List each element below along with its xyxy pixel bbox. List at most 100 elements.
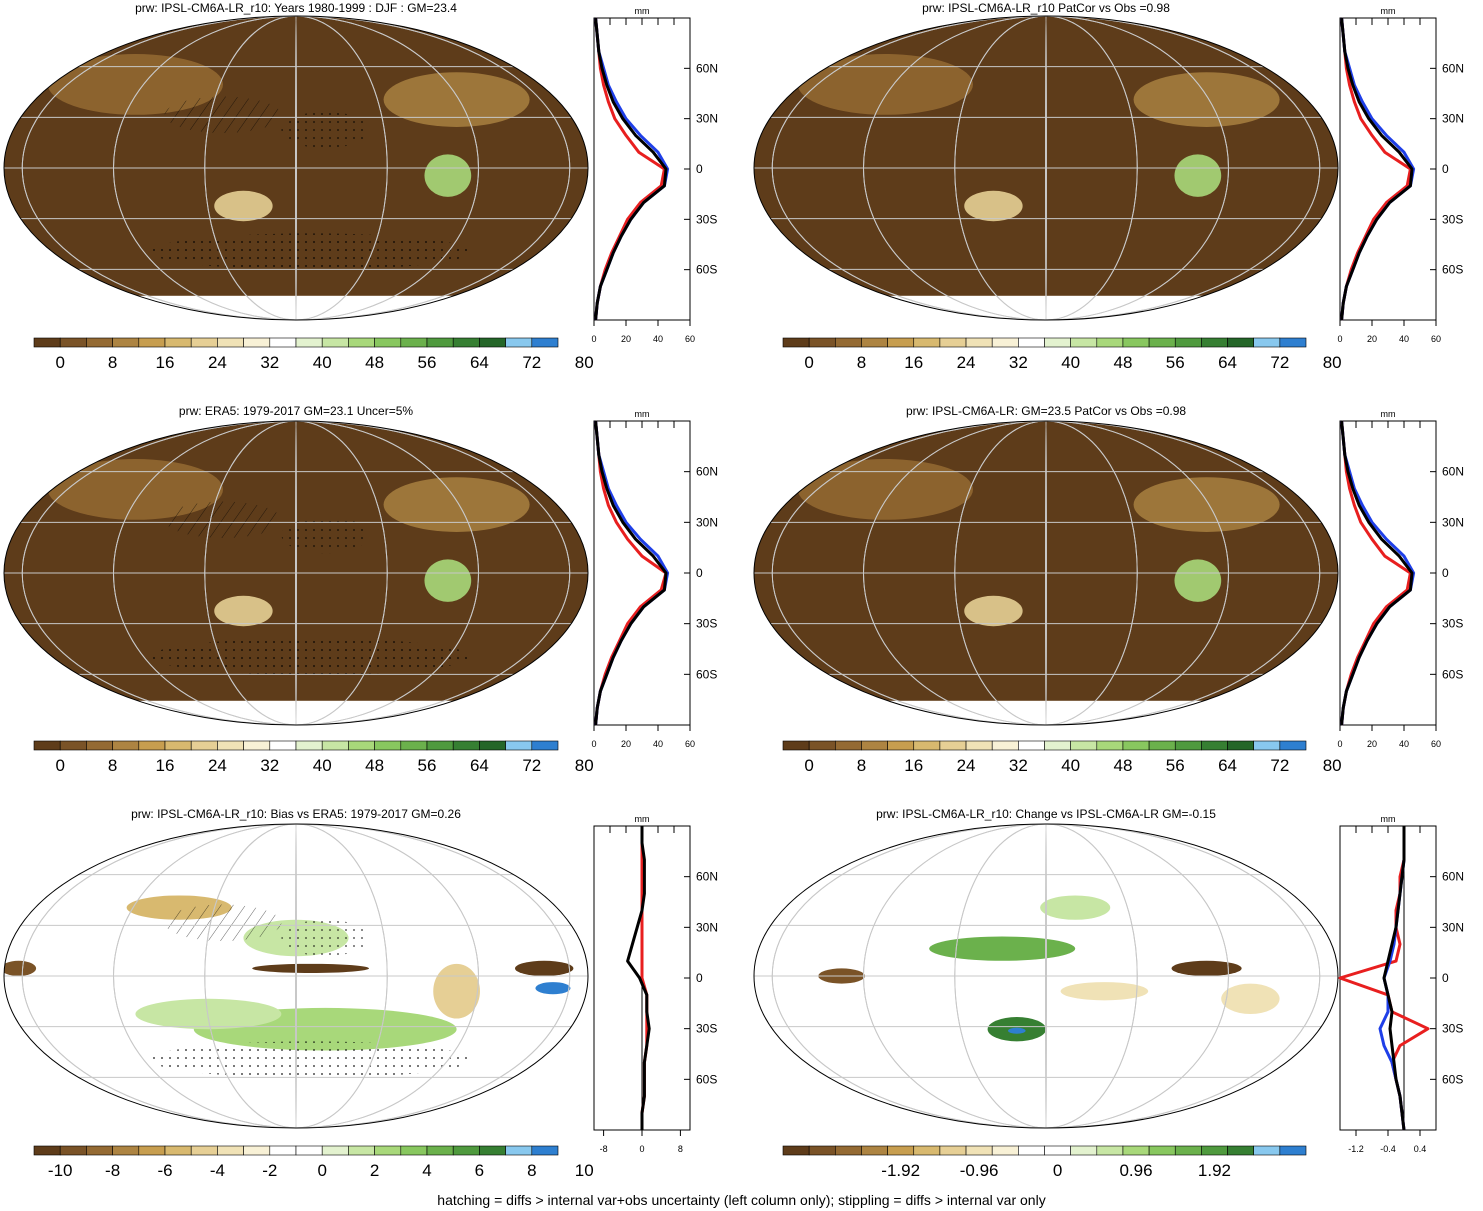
colorbar-swatch — [374, 1145, 402, 1156]
hatching — [164, 501, 282, 539]
colorbar-swatch — [295, 337, 323, 348]
colorbar-swatch — [1148, 1145, 1176, 1156]
colorbar-label: 40 — [1061, 756, 1080, 775]
zonal-lat-label: 60S — [1442, 263, 1463, 277]
colorbar-swatch — [321, 1145, 349, 1156]
zonal-x-label: 20 — [1367, 739, 1377, 749]
zonal-unit-label: mm — [1381, 814, 1396, 824]
colorbar-swatch — [138, 1145, 166, 1156]
map-anomaly — [1221, 983, 1280, 1014]
colorbar-label: 72 — [1270, 756, 1289, 775]
zonal-x-label: 0.4 — [1414, 1144, 1427, 1154]
colorbar-swatch — [243, 740, 271, 751]
zonal-lat-label: 30N — [696, 515, 718, 529]
colorbar-swatch — [1201, 337, 1228, 348]
colorbar-swatch — [479, 1145, 506, 1156]
map-land-patch — [1174, 559, 1222, 602]
colorbar-swatch — [505, 1145, 533, 1156]
map-gridline — [863, 16, 1229, 320]
colorbar-swatch — [164, 1145, 192, 1156]
colorbar-label: 32 — [1009, 756, 1028, 775]
zonal-x-label: -1.2 — [1348, 1144, 1364, 1154]
zonal-series-line — [626, 826, 651, 1130]
map-gridline — [771, 824, 1321, 1128]
map-land-patch — [47, 459, 224, 520]
colorbar-label: 8 — [108, 756, 117, 775]
zonal-lat-label: 30N — [696, 112, 718, 126]
zonal-lat-label: 0 — [1442, 566, 1449, 580]
map-land-patch — [424, 154, 472, 197]
map-land-patch — [964, 595, 1023, 627]
colorbar-label: 48 — [1113, 756, 1132, 775]
map-gridline — [204, 421, 388, 725]
colorbar-swatch — [295, 740, 323, 751]
colorbar-label: 24 — [957, 756, 976, 775]
colorbar-swatch — [426, 337, 454, 348]
zonal-lat-label: 30S — [696, 212, 717, 226]
colorbar-swatch — [164, 740, 192, 751]
colorbar-swatch — [243, 337, 271, 348]
colorbar-label: -2 — [262, 1161, 277, 1180]
colorbar-swatch — [374, 740, 402, 751]
zonal-lat-label: 0 — [696, 566, 703, 580]
map-outline — [3, 15, 589, 321]
map-land-patch — [214, 595, 273, 627]
colorbar-label: 1.92 — [1198, 1161, 1231, 1180]
zonal-panel-1: mm 60N 30N 0 30S 60S 0 20 40 60 — [591, 6, 718, 344]
panel-title: prw: IPSL-CM6A-LR_r10 PatCor vs Obs =0.9… — [922, 1, 1170, 15]
map-anomaly — [1008, 1027, 1026, 1034]
colorbar-2: 0 8 16 24 32 40 48 56 64 72 80 — [782, 337, 1342, 372]
colorbar-swatch — [1279, 740, 1307, 751]
colorbar-swatch — [782, 740, 810, 751]
colorbar-label: 64 — [470, 756, 489, 775]
colorbar-swatch — [452, 1145, 480, 1156]
colorbar-label: -0.96 — [960, 1161, 999, 1180]
colorbar-swatch — [531, 337, 559, 348]
colorbar-swatch — [452, 740, 480, 751]
colorbar-swatch — [1253, 1145, 1281, 1156]
colorbar-swatch — [939, 337, 967, 348]
colorbar-4: 0 8 16 24 32 40 48 56 64 72 80 — [782, 740, 1342, 775]
map-anomaly — [929, 936, 1076, 961]
colorbar-swatch — [59, 740, 87, 751]
map-gridline — [1045, 824, 1047, 1128]
stippling — [281, 919, 370, 957]
colorbar-swatch — [190, 740, 218, 751]
map-4 — [753, 420, 1339, 726]
colorbar-swatch — [86, 740, 113, 751]
zonal-unit-label: mm — [1381, 6, 1396, 16]
colorbar-swatch — [217, 1145, 244, 1156]
colorbar-label: 80 — [1323, 756, 1342, 775]
colorbar-swatch — [1174, 337, 1202, 348]
map-gridline — [1045, 421, 1047, 725]
colorbar-swatch — [1096, 1145, 1124, 1156]
zonal-x-label: 0 — [1337, 334, 1342, 344]
colorbar-swatch — [1018, 740, 1045, 751]
colorbar-swatch — [531, 740, 559, 751]
zonal-x-label: -0.4 — [1380, 1144, 1396, 1154]
colorbar-label: 48 — [365, 353, 384, 372]
colorbar-label: 40 — [1061, 353, 1080, 372]
colorbar-label: 64 — [1218, 353, 1237, 372]
colorbar-swatch — [834, 337, 862, 348]
colorbar-swatch — [965, 337, 993, 348]
colorbar-swatch — [1096, 740, 1124, 751]
colorbar-swatch — [913, 740, 941, 751]
map-gridline — [295, 16, 297, 320]
zonal-lat-label: 60S — [1442, 1072, 1463, 1086]
colorbar-swatch — [991, 1145, 1019, 1156]
map-land-patch — [383, 72, 530, 127]
map-6 — [753, 823, 1339, 1129]
colorbar-label: 32 — [260, 756, 279, 775]
colorbar-swatch — [1122, 740, 1150, 751]
map-anomaly — [1060, 982, 1149, 1001]
map-gridline — [863, 421, 1229, 725]
colorbar-swatch — [1279, 1145, 1307, 1156]
map-gridline — [113, 16, 479, 320]
colorbar-label: 0 — [804, 756, 813, 775]
map-land-patch — [1133, 477, 1280, 532]
zonal-lat-label: 60S — [696, 263, 717, 277]
map-gridline — [954, 16, 1138, 320]
map-anomaly — [515, 960, 574, 977]
colorbar-swatch — [505, 337, 533, 348]
